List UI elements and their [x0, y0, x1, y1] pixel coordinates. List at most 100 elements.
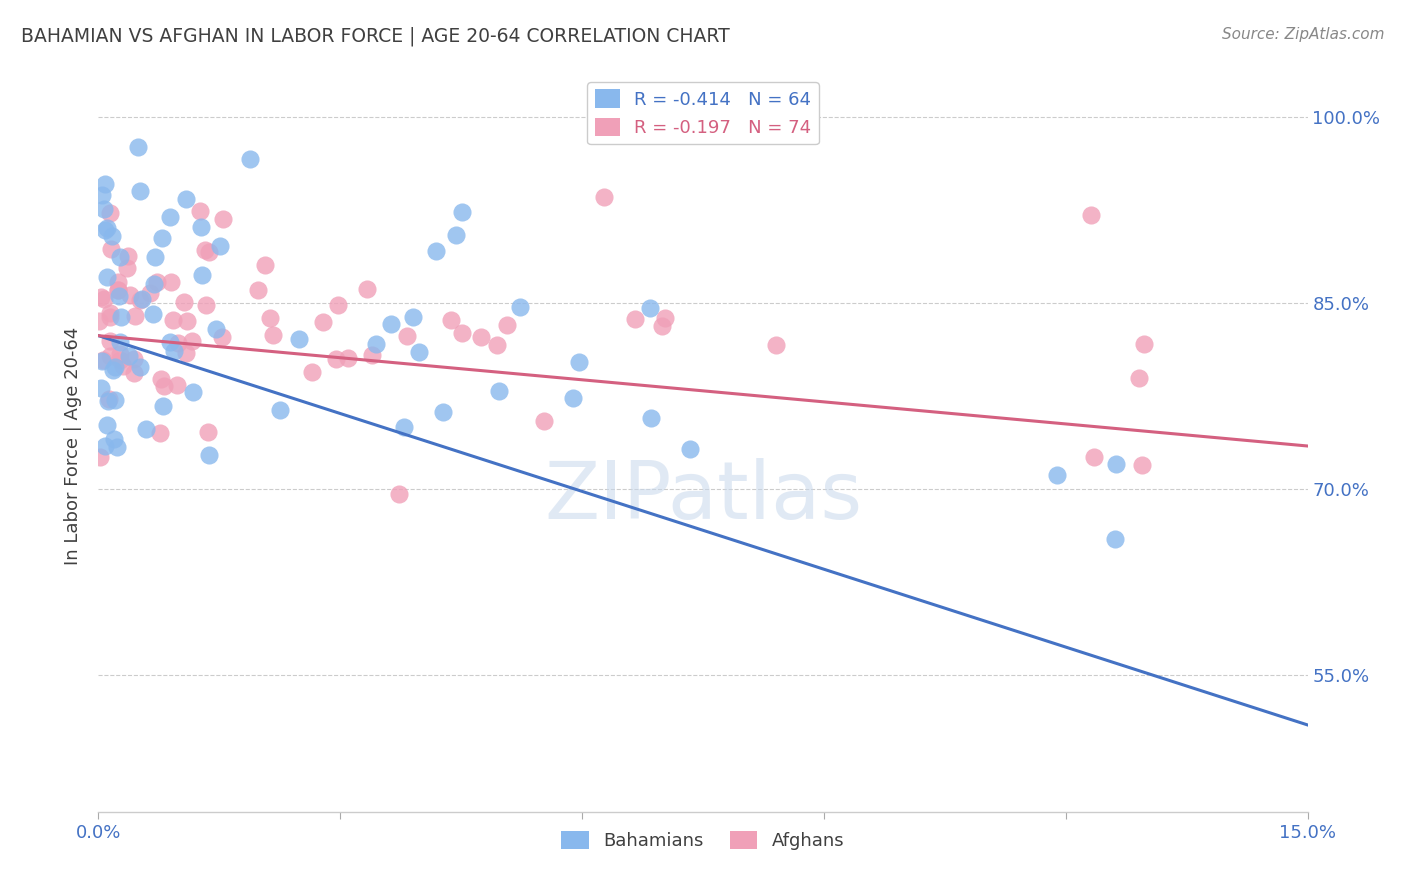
Point [208, 239, 231, 253]
Point [142, 307, 165, 321]
Point [392, 420, 415, 434]
Point [135, 422, 157, 436]
Point [127, 140, 149, 154]
Point [638, 301, 661, 315]
Point [640, 411, 662, 425]
Point [328, 298, 350, 312]
Point [91, 354, 114, 368]
Point [592, 190, 614, 204]
Point [117, 249, 139, 263]
Point [118, 288, 141, 302]
Point [143, 250, 166, 264]
Point [163, 344, 186, 359]
Point [159, 334, 181, 349]
Point [96, 221, 118, 235]
Point [440, 313, 463, 327]
Point [486, 338, 509, 352]
Point [110, 310, 132, 325]
Point [89, 314, 111, 328]
Point [1130, 458, 1153, 472]
Point [100, 242, 122, 256]
Point [98, 310, 121, 325]
Point [129, 293, 152, 307]
Point [402, 310, 425, 324]
Point [451, 326, 474, 340]
Point [197, 448, 219, 462]
Point [104, 360, 127, 375]
Point [122, 366, 145, 380]
Point [205, 322, 228, 336]
Point [159, 210, 181, 224]
Point [108, 250, 131, 264]
Point [496, 318, 519, 333]
Point [679, 442, 702, 457]
Point [654, 310, 676, 325]
Point [124, 309, 146, 323]
Point [101, 362, 124, 376]
Point [446, 228, 468, 243]
Point [188, 203, 211, 218]
Text: BAHAMIAN VS AFGHAN IN LABOR FORCE | AGE 20-64 CORRELATION CHART: BAHAMIAN VS AFGHAN IN LABOR FORCE | AGE … [21, 27, 730, 46]
Point [89, 450, 111, 465]
Point [247, 283, 270, 297]
Point [94, 223, 117, 237]
Point [1128, 371, 1150, 385]
Point [98, 349, 121, 363]
Point [395, 329, 418, 343]
Point [259, 311, 281, 326]
Point [91, 353, 114, 368]
Point [651, 318, 673, 333]
Point [107, 283, 129, 297]
Point [107, 275, 129, 289]
Point [1045, 468, 1067, 483]
Point [150, 231, 173, 245]
Point [211, 211, 233, 226]
Point [108, 288, 131, 302]
Point [96, 418, 118, 433]
Point [253, 259, 276, 273]
Point [198, 244, 221, 259]
Point [160, 275, 183, 289]
Point [325, 351, 347, 366]
Legend: Bahamians, Afghans: Bahamians, Afghans [554, 823, 852, 857]
Point [470, 329, 492, 343]
Point [131, 293, 153, 307]
Point [181, 384, 204, 399]
Point [194, 243, 217, 257]
Y-axis label: In Labor Force | Age 20-64: In Labor Force | Age 20-64 [65, 326, 83, 566]
Point [90, 381, 112, 395]
Point [239, 153, 262, 167]
Point [146, 275, 169, 289]
Point [176, 314, 198, 328]
Point [432, 405, 454, 419]
Point [1104, 532, 1126, 546]
Point [128, 359, 150, 374]
Point [1105, 457, 1128, 471]
Point [150, 372, 173, 386]
Point [211, 329, 233, 343]
Point [356, 282, 378, 296]
Point [180, 334, 202, 348]
Point [94, 439, 117, 453]
Point [561, 391, 583, 405]
Point [360, 348, 382, 362]
Point [149, 425, 172, 440]
Point [93, 202, 115, 216]
Point [101, 229, 124, 244]
Point [96, 270, 118, 285]
Point [425, 244, 447, 259]
Point [139, 286, 162, 301]
Point [118, 349, 141, 363]
Point [103, 432, 125, 446]
Point [388, 487, 411, 501]
Point [94, 178, 117, 192]
Point [408, 345, 430, 359]
Text: ZIPatlas: ZIPatlas [544, 458, 862, 536]
Point [533, 415, 555, 429]
Point [142, 277, 165, 291]
Point [98, 306, 121, 320]
Point [152, 378, 174, 392]
Point [451, 204, 474, 219]
Point [624, 312, 647, 326]
Point [124, 351, 146, 366]
